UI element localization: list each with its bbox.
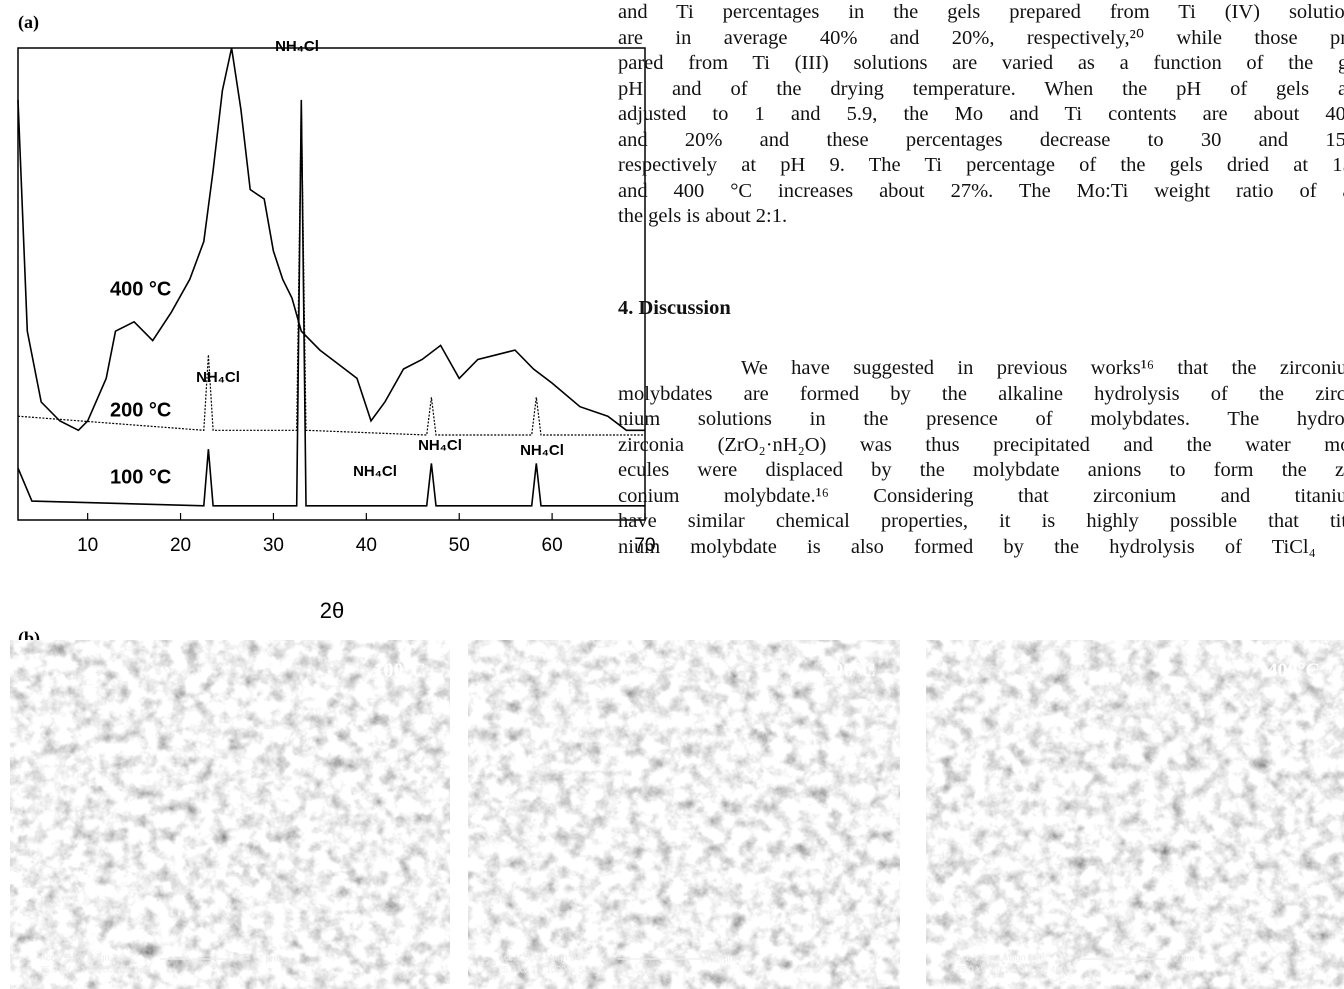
image-info: 25.0 kV 2.0 10000x SE 200 <box>498 964 608 974</box>
text-line: pH and of the drying temperature. When t… <box>618 77 1344 100</box>
series-label: 200 °C <box>110 399 171 421</box>
sem-image <box>926 640 1344 989</box>
scale-label: 2 μm <box>716 953 736 963</box>
text-line: adjusted to 1 and 5.9, the Mo and Ti con… <box>618 103 1344 125</box>
image-info: 25.0 kV 2.1 10000x SE 100 <box>40 964 150 974</box>
x-tick-label: 50 <box>449 535 470 556</box>
text-line: nium solutions in the presence of molybd… <box>618 408 1344 430</box>
annotation: NH₄Cl <box>418 437 462 454</box>
plot-frame <box>17 47 646 521</box>
text-line: ecules were displaced by the molybdate a… <box>618 459 1344 481</box>
x-tick-label: 10 <box>77 535 98 556</box>
x-tick-label: 40 <box>356 535 377 556</box>
series-line <box>17 99 645 436</box>
image-label: 200°C <box>824 660 876 682</box>
series-label: 400 °C <box>110 278 171 300</box>
image-label: 100°C <box>374 660 426 682</box>
annotation: NH₄Cl <box>353 463 397 480</box>
text-line: and 20% and these percentages decrease t… <box>618 128 1344 151</box>
x-tick-label: 60 <box>542 535 563 556</box>
scale-label: 2 μm <box>258 953 278 963</box>
series-line <box>17 47 645 432</box>
annotation: NH₄Cl <box>196 369 240 386</box>
series-label: 100 °C <box>110 466 171 488</box>
panel-label: (a) <box>18 12 39 32</box>
text-line: have similar chemical properties, it is … <box>618 510 1344 532</box>
text-line: We have suggested in previous works¹⁶ th… <box>741 357 1344 379</box>
text-line: zirconia (ZrO₂·nH₂O) was thus precipitat… <box>618 433 1344 456</box>
x-tick-label: 20 <box>170 535 191 556</box>
text-line: and Ti percentages in the gels prepared … <box>618 1 1344 23</box>
text-line: conium molybdate.¹⁶ Considering that zir… <box>618 484 1344 507</box>
x-tick-label: 70 <box>634 535 655 556</box>
text-line: and 400 °C increases about 27%. The Mo:T… <box>618 179 1344 202</box>
text-line: the gels is about 2:1. <box>618 205 788 227</box>
text-line: pared from Ti (III) solutions are varied… <box>618 52 1344 74</box>
image-label: 400°C <box>1268 660 1320 682</box>
image-info: 25.0 kV 2.0 10000x SE 400 <box>956 964 1066 974</box>
text-line: molybdates are formed by the alkaline hy… <box>618 382 1344 405</box>
text-line: respectively at pH 9. The Ti percentage … <box>618 154 1344 176</box>
scale-label: 2 μm <box>1174 953 1194 963</box>
sem-image <box>10 640 450 989</box>
text-line: nium molybdate is also formed by the hyd… <box>618 535 1344 558</box>
sem-image <box>468 640 900 989</box>
series-line <box>17 99 645 507</box>
annotation: NH₄Cl <box>275 38 319 55</box>
image-info: Acc.V Spot Magn Det <box>40 952 127 962</box>
text-line: are in average 40% and 20%, respectively… <box>618 26 1344 49</box>
x-tick-label: 30 <box>263 535 284 556</box>
text-line: 4. Discussion <box>618 297 731 319</box>
x-axis-label: 2θ <box>320 598 344 623</box>
annotation: NH₄Cl <box>520 442 564 459</box>
image-info: Acc.V Spot Magn Det <box>956 952 1043 962</box>
text-column: and Ti percentages in the gels prepared … <box>618 0 1344 600</box>
image-info: Acc.V Spot Magn Det <box>498 952 585 962</box>
